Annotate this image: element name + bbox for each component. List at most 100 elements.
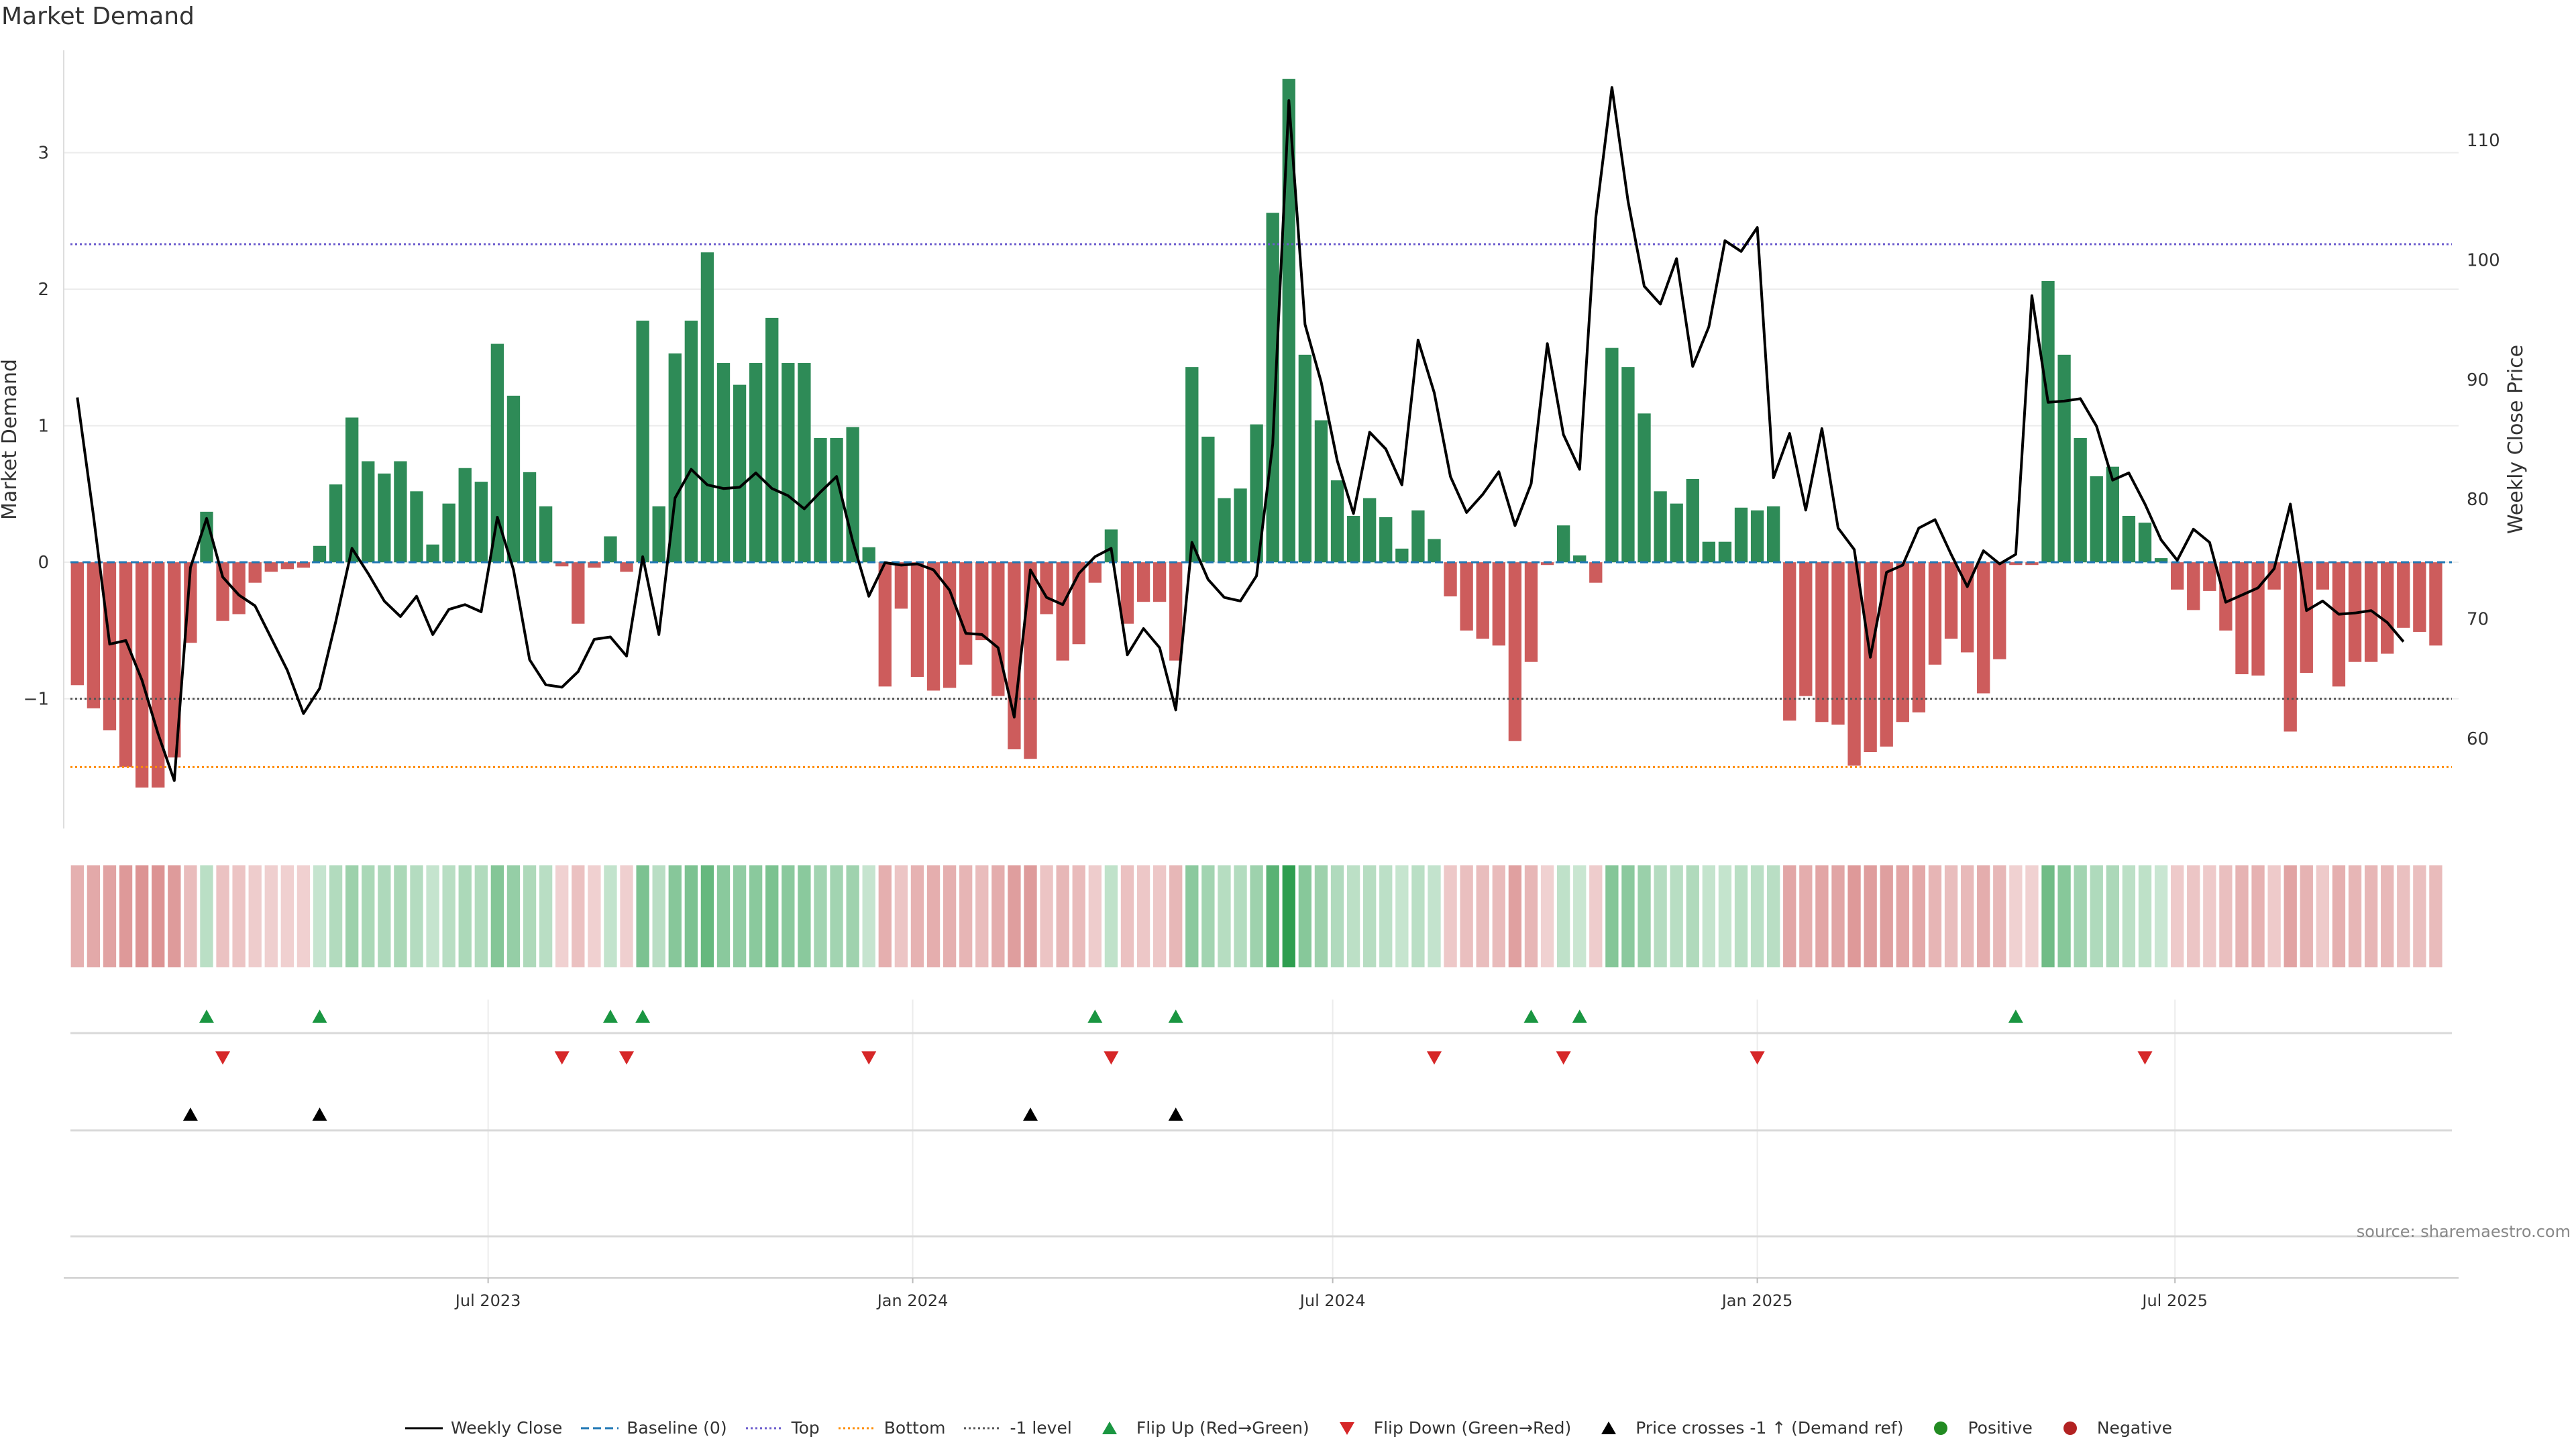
legend-item-negative: Negative	[2050, 1418, 2172, 1438]
heat-strip-cell	[539, 865, 553, 967]
heat-strip-cell	[1896, 865, 1909, 967]
weekly-close-line	[76, 86, 2405, 782]
heat-strip-cell	[135, 865, 149, 967]
demand-bar	[975, 562, 989, 641]
demand-bar	[716, 363, 731, 563]
demand-bar	[1088, 562, 1102, 583]
heat-strip-cell	[2284, 865, 2297, 967]
heat-strip-cell	[1185, 865, 1199, 967]
demand-bar	[700, 252, 714, 563]
legend-label: Price crosses -1 ↑ (Demand ref)	[1635, 1418, 1904, 1438]
demand-bar	[264, 562, 278, 572]
demand-bar	[862, 547, 875, 563]
demand-bar	[1734, 507, 1748, 563]
heat-strip-cell	[345, 865, 359, 967]
legend-item-positive: Positive	[1921, 1418, 2033, 1438]
legend-symbol	[1934, 1421, 1948, 1435]
demand-bar	[1363, 498, 1377, 563]
heat-strip-cell	[700, 865, 714, 967]
heat-strip-cell	[1072, 865, 1085, 967]
demand-bar	[1492, 562, 1505, 646]
demand-bar	[1605, 347, 1619, 563]
demand-bar	[1346, 515, 1360, 563]
flip-down-marker	[619, 1051, 635, 1065]
legend-item-price-cross: Price crosses -1 ↑ (Demand ref)	[1589, 1418, 1903, 1438]
heat-strip-cell	[248, 865, 262, 967]
demand-bar	[297, 562, 311, 568]
demand-bar	[620, 562, 633, 572]
demand-bar	[2284, 562, 2297, 732]
x-tick-label: Jan 2025	[1721, 1291, 1793, 1310]
legend-symbol	[581, 1427, 619, 1429]
y2-tick-label: 70	[2467, 610, 2489, 630]
demand-bar	[313, 545, 327, 563]
heat-strip-cell	[329, 865, 343, 967]
legend-symbol	[2063, 1421, 2077, 1435]
demand-bar	[1120, 562, 1134, 624]
demand-bar	[991, 562, 1005, 696]
legend-item-flip-down: Flip Down (Green→Red)	[1327, 1418, 1571, 1438]
legend-label: Weekly Close	[450, 1418, 563, 1438]
heat-strip-cell	[1314, 865, 1328, 967]
heat-strip-cell	[846, 865, 859, 967]
demand-bar	[1847, 562, 1861, 766]
heat-strip-cell	[200, 865, 213, 967]
heat-strip-cell	[636, 865, 649, 967]
heat-strip-cell	[1492, 865, 1505, 967]
flip-down-marker	[1750, 1051, 1765, 1065]
heat-strip-cell	[313, 865, 327, 967]
heat-strip-cell	[1024, 865, 1037, 967]
heat-strip-cell	[1508, 865, 1522, 967]
y-tick-label: 2	[38, 280, 49, 300]
heat-strip-cell	[1880, 865, 1893, 967]
demand-bar	[442, 503, 455, 563]
demand-bar	[1072, 562, 1085, 645]
heat-strip-cell	[1556, 865, 1570, 967]
heat-strip-cell	[2381, 865, 2394, 967]
flip-down-marker	[861, 1051, 877, 1065]
demand-bar	[2057, 354, 2071, 563]
heat-strip-cell	[1266, 865, 1279, 967]
demand-bar	[1540, 562, 1554, 566]
y-tick-label: −1	[23, 690, 49, 710]
heat-strip-cell	[2009, 865, 2023, 967]
heat-strip-cell	[2170, 865, 2184, 967]
demand-bar	[2187, 562, 2200, 610]
demand-bar	[1282, 78, 1295, 563]
heat-strip-cell	[2203, 865, 2216, 967]
demand-bar	[604, 536, 617, 563]
price-cross-marker	[1168, 1108, 1183, 1121]
demand-bar	[782, 363, 795, 563]
demand-bar	[1201, 436, 1215, 563]
price-cross-marker	[1023, 1108, 1038, 1121]
heat-strip-cell	[1912, 865, 1926, 967]
legend-item-weekly-close: Weekly Close	[404, 1418, 562, 1438]
heat-strip-cell	[765, 865, 779, 967]
demand-bar	[87, 562, 101, 708]
y-tick-label: 3	[38, 144, 49, 164]
heat-strip-cell	[394, 865, 407, 967]
heat-strip-cell	[280, 865, 294, 967]
heat-strip-cell	[1444, 865, 1457, 967]
heat-strip-cell	[1201, 865, 1215, 967]
heat-strip-cell	[2154, 865, 2168, 967]
demand-bar	[506, 395, 521, 563]
demand-bar	[248, 562, 262, 583]
heat-strip-cell	[1088, 865, 1102, 967]
demand-bar	[1912, 562, 1926, 713]
demand-bar	[394, 461, 407, 563]
heat-strip-cell	[1169, 865, 1183, 967]
demand-bar	[2235, 562, 2249, 675]
demand-bar	[523, 472, 537, 563]
demand-bar	[168, 562, 181, 758]
heat-strip-cell	[264, 865, 278, 967]
demand-bar	[2106, 466, 2119, 563]
heat-strip-cell	[1589, 865, 1603, 967]
heat-strip-cell	[2041, 865, 2055, 967]
heat-strip-cell	[1847, 865, 1861, 967]
heat-strip-cell	[1282, 865, 1295, 967]
demand-bar	[1460, 562, 1473, 631]
demand-bar	[2332, 562, 2346, 687]
demand-bar	[1783, 562, 1796, 721]
